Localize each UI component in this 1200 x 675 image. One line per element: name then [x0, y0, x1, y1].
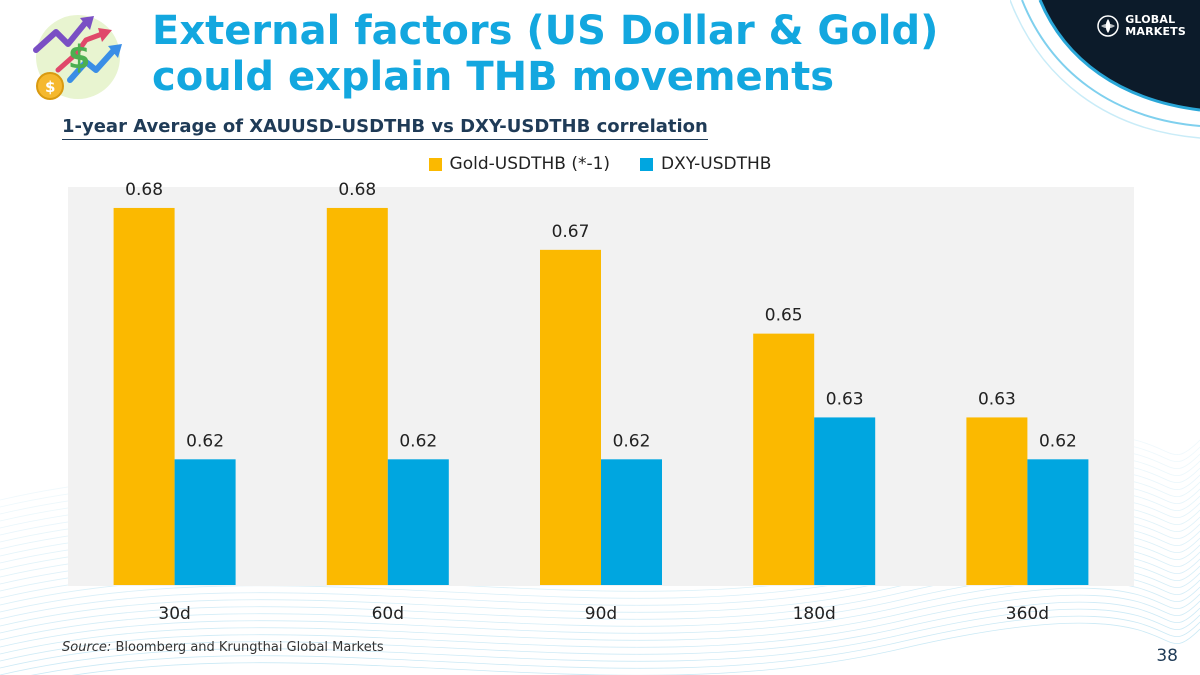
corner-swoosh	[1010, 0, 1200, 139]
page-number: 38	[1156, 646, 1178, 666]
category-label-180d: 180d	[793, 604, 836, 624]
category-label-90d: 90d	[585, 604, 617, 624]
brand-name: GLOBAL MARKETS	[1125, 14, 1186, 38]
brand-emblem-icon	[1097, 15, 1119, 37]
category-label-30d: 30d	[158, 604, 190, 624]
wave-line	[0, 601, 1200, 669]
legend-item-dxy: DXY-USDTHB	[640, 154, 771, 174]
legend-item-gold: Gold-USDTHB (*-1)	[428, 154, 611, 174]
bar-dxy-360d	[1027, 459, 1089, 585]
data-label-dxy-360d: 0.62	[1039, 431, 1077, 451]
bar-gold-60d	[326, 207, 388, 585]
wave-line	[0, 559, 1200, 627]
brand-line-1: GLOBAL	[1125, 13, 1176, 26]
category-label-360d: 360d	[1006, 604, 1049, 624]
legend-swatch-gold	[428, 157, 442, 171]
finance-growth-icon: $ $	[33, 15, 122, 100]
wave-line	[0, 573, 1200, 641]
data-label-gold-60d: 0.68	[338, 180, 376, 200]
data-label-dxy-180d: 0.63	[826, 389, 864, 409]
wave-line	[0, 566, 1200, 634]
bar-dxy-180d	[814, 417, 876, 585]
legend-label-gold: Gold-USDTHB (*-1)	[449, 154, 611, 174]
data-label-gold-30d: 0.68	[125, 180, 163, 200]
data-label-gold-180d: 0.65	[765, 306, 803, 326]
legend-swatch-dxy	[640, 157, 654, 171]
bar-gold-360d	[966, 417, 1028, 585]
bar-gold-30d	[113, 207, 175, 585]
svg-text:$: $	[68, 38, 90, 76]
data-label-dxy-60d: 0.62	[399, 431, 437, 451]
wave-line	[0, 580, 1200, 648]
wave-line	[0, 594, 1200, 662]
brand-line-2: MARKETS	[1125, 25, 1186, 38]
bar-gold-90d	[540, 249, 601, 585]
brand-logo: GLOBAL MARKETS	[1097, 14, 1186, 38]
slide-title: External factors (US Dollar & Gold) coul…	[152, 8, 939, 100]
source-text: Bloomberg and Krungthai Global Markets	[115, 640, 384, 655]
bar-dxy-30d	[174, 459, 236, 585]
wave-line	[30, 615, 1200, 675]
legend-label-dxy: DXY-USDTHB	[661, 154, 772, 174]
data-label-dxy-90d: 0.62	[613, 431, 651, 451]
source-prefix: Source:	[62, 640, 112, 655]
data-label-dxy-30d: 0.62	[186, 431, 224, 451]
data-label-gold-90d: 0.67	[552, 222, 590, 242]
wave-line	[71, 622, 1200, 675]
bar-gold-180d	[753, 333, 815, 585]
wave-line	[0, 552, 1200, 620]
svg-text:$: $	[45, 78, 55, 96]
wave-line	[0, 587, 1200, 655]
wave-line	[0, 608, 1200, 675]
source-note: Source: Bloomberg and Krungthai Global M…	[62, 640, 384, 655]
data-label-gold-360d: 0.63	[978, 389, 1016, 409]
bar-dxy-90d	[601, 459, 662, 585]
chart-subtitle: 1-year Average of XAUUSD-USDTHB vs DXY-U…	[62, 116, 708, 140]
category-label-60d: 60d	[372, 604, 404, 624]
bar-dxy-60d	[387, 459, 449, 585]
chart-legend: Gold-USDTHB (*-1) DXY-USDTHB	[0, 154, 1200, 174]
